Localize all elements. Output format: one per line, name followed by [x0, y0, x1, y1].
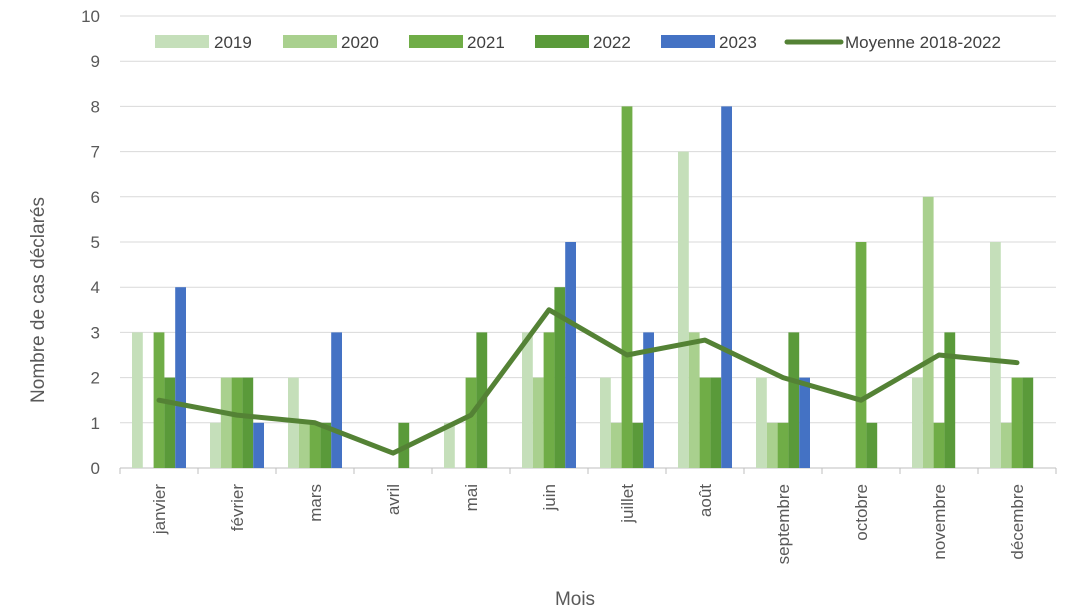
legend: 2019 2020 2021 2022 2023 Moyenne 2018-2022 — [155, 33, 1001, 52]
bar-2023-février — [253, 422, 264, 468]
bar-2023-septembre — [799, 377, 810, 468]
bar-2019-novembre — [912, 377, 923, 468]
bar-2022-février — [242, 377, 254, 468]
bar-2019-août — [678, 151, 689, 468]
bar-2023-juin — [565, 242, 576, 468]
y-tick-label: 4 — [91, 278, 100, 297]
bar-2021-février — [231, 377, 243, 468]
bar-2022-juillet — [632, 422, 644, 468]
bar-2019-septembre — [756, 377, 767, 468]
bar-2020-septembre — [766, 422, 778, 468]
y-tick-label: 5 — [91, 233, 100, 252]
legend-label: 2021 — [467, 33, 505, 52]
y-tick-label: 0 — [91, 459, 100, 478]
legend-swatch — [283, 35, 337, 48]
bar-2020-novembre — [922, 196, 934, 469]
y-tick-label: 7 — [91, 143, 100, 162]
bar-2023-juillet — [643, 332, 654, 468]
x-tick-label: février — [228, 484, 247, 532]
bars — [132, 106, 1034, 469]
y-tick-label: 10 — [81, 7, 100, 26]
bar-2022-octobre — [866, 422, 878, 468]
bar-2022-mars — [320, 422, 332, 468]
legend-swatch — [409, 35, 463, 48]
bar-2019-juin — [522, 332, 533, 468]
x-axis-ticks: janvier février mars avril mai juin juillet aoû… — [150, 484, 1027, 565]
bar-2019-mai — [444, 422, 455, 468]
y-tick-label: 9 — [91, 52, 100, 71]
bar-2022-novembre — [944, 332, 956, 468]
x-tick-label: août — [696, 484, 715, 517]
x-tick-label: mai — [462, 484, 481, 511]
x-tick-label: mars — [306, 484, 325, 522]
x-tick-label: juin — [540, 484, 559, 511]
bar-2020-février — [220, 377, 232, 468]
x-tick-label: décembre — [1008, 484, 1027, 560]
bar-2022-août — [710, 377, 722, 468]
bar-2020-décembre — [1000, 422, 1012, 468]
y-axis-ticks: 0 1 2 3 4 5 6 7 8 9 10 — [81, 7, 100, 478]
bar-2021-août — [699, 377, 711, 468]
x-tick-label: avril — [384, 484, 403, 515]
legend-label: 2023 — [719, 33, 757, 52]
legend-label: 2020 — [341, 33, 379, 52]
bar-2019-janvier — [132, 332, 143, 468]
average-line — [156, 307, 1020, 456]
x-tick-label: janvier — [150, 484, 169, 535]
legend-swatch — [661, 35, 715, 48]
bar-2020-juillet — [610, 422, 622, 468]
bar-2019-juillet — [600, 377, 611, 468]
bar-2021-octobre — [855, 242, 867, 468]
gridlines — [119, 15, 1057, 474]
bar-2019-décembre — [990, 242, 1001, 468]
bar-2021-septembre — [777, 422, 789, 468]
bar-2022-juin — [554, 287, 566, 468]
x-tick-label: novembre — [930, 484, 949, 560]
bar-2021-juin — [543, 332, 555, 468]
y-tick-label: 1 — [91, 414, 100, 433]
bar-2020-août — [688, 332, 700, 468]
x-axis-title: Mois — [555, 589, 595, 610]
bar-2021-décembre — [1011, 377, 1023, 468]
bar-2023-août — [721, 106, 732, 469]
bar-2023-mars — [331, 332, 342, 468]
bar-2021-mai — [465, 377, 477, 468]
legend-label: 2019 — [214, 33, 252, 52]
legend-label: Moyenne 2018-2022 — [845, 33, 1001, 52]
bar-2021-juillet — [621, 106, 633, 469]
legend-swatch — [535, 35, 589, 48]
legend-swatch — [155, 35, 209, 48]
bar-2019-février — [210, 422, 221, 468]
x-tick-label: octobre — [852, 484, 871, 541]
y-tick-label: 8 — [91, 97, 100, 116]
bar-2021-mars — [309, 422, 321, 468]
y-tick-label: 3 — [91, 323, 100, 342]
legend-label: 2022 — [593, 33, 631, 52]
bar-2020-mars — [298, 422, 310, 468]
bar-2023-janvier — [175, 287, 186, 468]
bar-2020-juin — [532, 377, 544, 468]
bar-2022-décembre — [1022, 377, 1034, 468]
bar-2021-novembre — [933, 422, 945, 468]
x-tick-label: septembre — [774, 484, 793, 564]
line-series — [156, 307, 1020, 456]
bar-2022-septembre — [788, 332, 800, 468]
y-tick-label: 2 — [91, 369, 100, 388]
y-tick-label: 6 — [91, 188, 100, 207]
x-tick-label: juillet — [618, 484, 637, 524]
y-axis-title: Nombre de cas déclarés — [28, 197, 49, 403]
bar-2022-janvier — [164, 377, 176, 468]
